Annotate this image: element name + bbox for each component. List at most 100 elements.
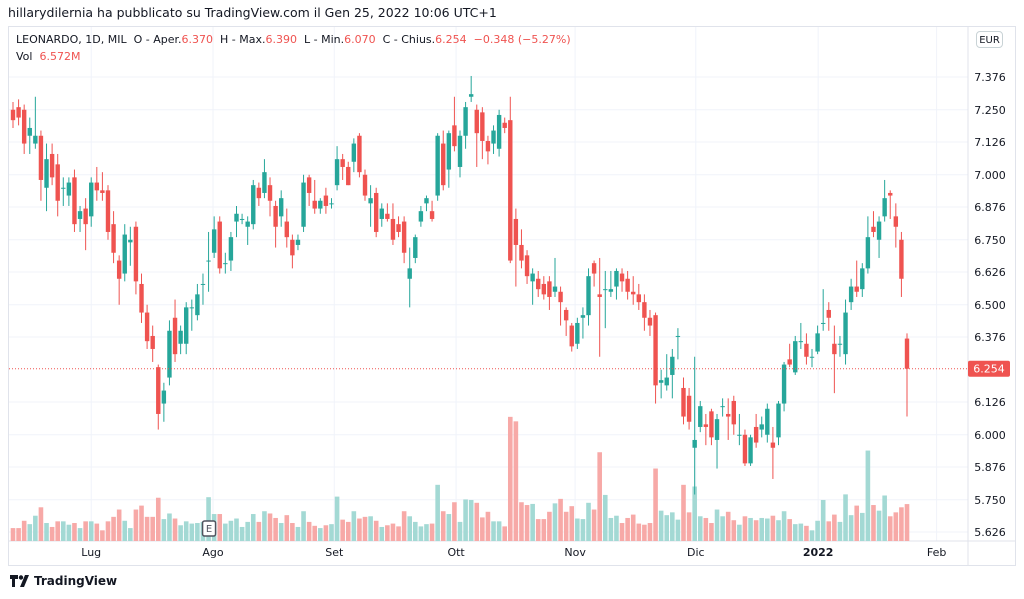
volume-bar xyxy=(804,525,809,541)
volume-bar xyxy=(278,523,284,541)
volume-bar xyxy=(697,516,703,541)
currency-button[interactable]: EUR xyxy=(976,31,1003,48)
candle xyxy=(541,276,547,300)
candle-body xyxy=(284,221,289,238)
volume-bar xyxy=(413,521,418,541)
candle-body xyxy=(686,395,692,422)
candle xyxy=(681,377,686,425)
candle xyxy=(156,364,161,430)
volume-bar xyxy=(474,502,480,541)
volume-bar xyxy=(871,505,876,541)
price-tick-label: 6.626 xyxy=(974,266,1006,279)
candle xyxy=(256,182,262,206)
candle-body xyxy=(424,198,429,204)
candle-body xyxy=(664,377,669,386)
candle xyxy=(670,348,675,399)
candle-body xyxy=(128,239,133,243)
candle-body xyxy=(262,172,267,193)
candle-body xyxy=(703,424,709,427)
candle-body xyxy=(239,218,245,220)
candle-body xyxy=(441,143,446,186)
candle-body xyxy=(569,325,574,347)
candle xyxy=(178,325,183,355)
candle-body xyxy=(211,229,217,253)
candle xyxy=(385,203,390,222)
candle xyxy=(396,216,401,238)
volume-bar xyxy=(217,514,223,541)
candle-body xyxy=(670,356,675,375)
volume-bar xyxy=(105,521,111,541)
candle xyxy=(189,299,194,331)
candle-body xyxy=(172,317,178,355)
volume-bar xyxy=(189,523,195,541)
candle xyxy=(524,250,530,284)
volume-bar xyxy=(267,513,273,541)
volume-bar xyxy=(385,525,390,541)
candle xyxy=(647,309,653,336)
candle xyxy=(826,302,831,331)
candle-body xyxy=(16,107,21,118)
candle xyxy=(424,195,429,212)
volume-bar xyxy=(569,506,575,541)
candles xyxy=(10,75,910,495)
symbol-label[interactable]: LEONARDO, 1D, MIL xyxy=(16,33,127,46)
candle-body xyxy=(899,239,904,279)
candle-body xyxy=(888,192,893,196)
volume-bar xyxy=(284,515,290,541)
candle xyxy=(318,198,323,214)
candle xyxy=(787,343,792,368)
candle-body xyxy=(502,122,507,128)
candle-body xyxy=(653,315,658,386)
volume-bar xyxy=(798,523,804,541)
candle xyxy=(105,185,111,240)
volume-bar xyxy=(714,509,720,541)
volume-bar xyxy=(480,517,485,541)
volume-bar xyxy=(38,507,44,541)
volume-bar xyxy=(424,524,429,541)
volume-bar xyxy=(591,509,597,541)
volume-bar xyxy=(457,521,463,541)
volume-bar xyxy=(379,526,385,541)
candle xyxy=(720,398,725,417)
volume-bar xyxy=(452,502,457,541)
volume-bar xyxy=(765,518,770,541)
candle-body xyxy=(658,380,664,383)
candle-body xyxy=(597,294,602,297)
candle xyxy=(614,268,619,300)
candle-body xyxy=(116,260,122,279)
candle-body xyxy=(720,406,725,408)
tradingview-logo[interactable]: TradingView xyxy=(10,574,117,588)
candle xyxy=(597,257,602,357)
volume-bar xyxy=(787,519,792,541)
volume-bar xyxy=(178,525,183,541)
volume-bar xyxy=(27,524,33,541)
volume-bar xyxy=(887,516,893,541)
candle xyxy=(653,312,658,404)
candle-body xyxy=(452,125,457,147)
volume-bar xyxy=(362,516,368,541)
candle-body xyxy=(195,294,200,316)
candle-body xyxy=(72,177,77,225)
candle-body xyxy=(496,114,502,149)
candle-body xyxy=(759,424,764,430)
candle-body xyxy=(144,312,150,342)
volume-bar xyxy=(625,517,630,541)
candle-body xyxy=(698,406,703,427)
candle-body xyxy=(396,224,401,232)
candle xyxy=(468,75,474,102)
candle-body xyxy=(893,216,899,227)
volume-bar xyxy=(245,521,250,541)
candle-body xyxy=(642,302,647,318)
candle-body xyxy=(468,94,474,97)
candle xyxy=(44,143,49,212)
candle-body xyxy=(519,244,524,261)
candle xyxy=(603,270,608,329)
candle xyxy=(860,263,865,297)
candle xyxy=(89,177,94,227)
candle xyxy=(759,416,764,438)
candle xyxy=(619,268,625,292)
candle-body xyxy=(161,390,167,404)
candle-body xyxy=(94,182,100,191)
candle xyxy=(558,286,563,326)
